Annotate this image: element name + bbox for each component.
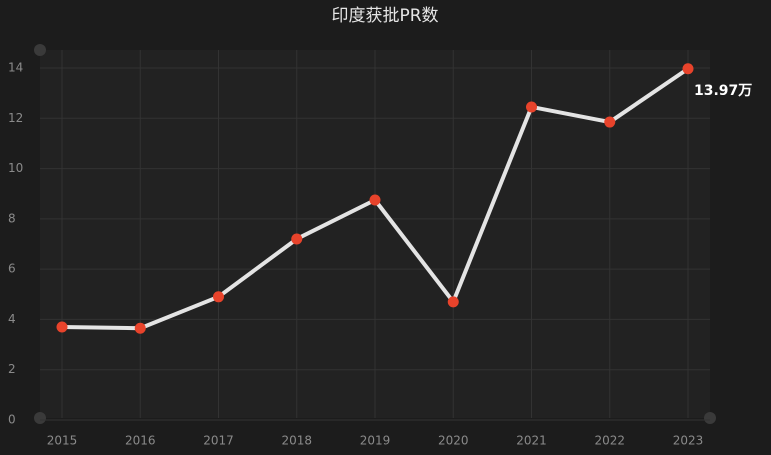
corner-dot — [704, 412, 716, 424]
x-tick-label: 2023 — [673, 434, 704, 448]
y-tick-label: 4 — [8, 312, 16, 326]
point — [291, 233, 303, 245]
y-tick-label: 12 — [8, 111, 23, 125]
y-tick-label: 0 — [8, 413, 16, 427]
point — [134, 322, 146, 334]
y-tick-label: 10 — [8, 161, 23, 175]
y-tick-label: 6 — [8, 262, 16, 276]
x-tick-label: 2019 — [360, 434, 391, 448]
x-tick-label: 2015 — [47, 434, 78, 448]
chart-title: 印度获批PR数 — [331, 6, 438, 26]
y-tick-label: 2 — [8, 362, 16, 376]
point — [447, 296, 459, 308]
point — [526, 101, 537, 113]
x-tick-label: 2022 — [594, 434, 625, 448]
point — [369, 194, 381, 206]
x-tick-label: 2018 — [281, 434, 312, 448]
point — [682, 63, 694, 75]
x-tick-label: 2020 — [438, 434, 469, 448]
x-tick-label: 2021 — [516, 434, 547, 448]
y-tick-label: 8 — [8, 211, 16, 225]
x-tick-label: 2017 — [203, 434, 234, 448]
point — [56, 321, 68, 333]
point — [604, 116, 616, 128]
data-label: 13.97万 — [694, 83, 752, 99]
corner-dot — [34, 44, 46, 56]
point — [213, 291, 224, 303]
x-tick-label: 2016 — [125, 434, 156, 448]
y-tick-label: 14 — [8, 61, 23, 75]
corner-dot — [34, 412, 46, 424]
